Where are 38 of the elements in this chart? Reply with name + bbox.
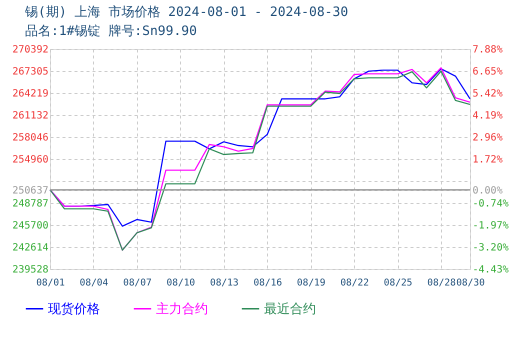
y-tick-label: 242614 xyxy=(12,242,48,254)
y2-tick-label: 5.42% xyxy=(472,88,503,100)
y2-tick-label: -0.74% xyxy=(472,198,509,210)
y2-tick-label: 4.19% xyxy=(472,110,503,122)
y2-tick-label: -1.97% xyxy=(472,220,509,232)
y-tick-label: 245700 xyxy=(12,220,48,232)
y-tick-label: 248787 xyxy=(12,198,48,210)
y-tick-label: 250637 xyxy=(12,185,48,196)
y-tick-label: 239528 xyxy=(12,264,48,276)
chart-subtitle: 品名:1#锡锭 牌号:Sn99.90 xyxy=(25,24,197,39)
y2-tick-label: 6.65% xyxy=(472,66,503,78)
x-tick-label: 08/28 xyxy=(427,278,456,288)
x-tick-label: 08/16 xyxy=(253,278,282,288)
x-tick-label: 08/10 xyxy=(166,278,196,288)
y-tick-label: 267305 xyxy=(12,66,48,78)
y2-tick-label: 0.00% xyxy=(472,185,503,196)
x-tick-label: 08/30 xyxy=(456,278,486,288)
x-tick-label: 08/25 xyxy=(384,278,412,288)
y2-tick-label: 1.72% xyxy=(472,154,503,166)
x-tick-label: 08/19 xyxy=(296,278,326,288)
legend-label: 主力合约 xyxy=(156,300,208,317)
x-tick-label: 08/07 xyxy=(123,278,152,288)
chart-title: 锡(期) 上海 市场价格 2024-08-01 - 2024-08-30 xyxy=(24,5,348,20)
y-tick-label: 261132 xyxy=(12,110,48,122)
x-tick-label: 08/01 xyxy=(36,278,66,288)
y2-tick-label: 2.96% xyxy=(472,132,503,144)
legend-label: 最近合约 xyxy=(264,302,316,317)
y-tick-label: 254960 xyxy=(12,154,48,166)
y-tick-label: 264219 xyxy=(12,88,48,100)
x-tick-label: 08/13 xyxy=(210,278,239,288)
y-tick-label: 258046 xyxy=(12,132,48,144)
y-tick-label: 270392 xyxy=(12,44,48,56)
y2-tick-label: -4.43% xyxy=(472,264,509,276)
legend-label: 现货价格 xyxy=(48,302,100,317)
y2-tick-label: -3.20% xyxy=(472,242,509,254)
y2-tick-label: 7.88% xyxy=(472,44,503,56)
x-tick-label: 08/22 xyxy=(340,278,369,288)
x-tick-label: 08/04 xyxy=(80,278,109,288)
